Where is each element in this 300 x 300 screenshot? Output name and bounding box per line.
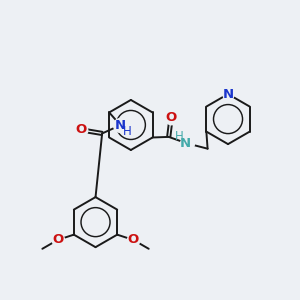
- Text: N: N: [180, 137, 191, 150]
- Text: O: O: [75, 123, 87, 136]
- Text: H: H: [122, 125, 131, 138]
- Text: N: N: [223, 88, 234, 100]
- Text: O: O: [166, 111, 177, 124]
- Text: O: O: [128, 233, 139, 247]
- Text: H: H: [175, 130, 183, 143]
- Text: O: O: [52, 233, 63, 247]
- Text: N: N: [115, 119, 126, 132]
